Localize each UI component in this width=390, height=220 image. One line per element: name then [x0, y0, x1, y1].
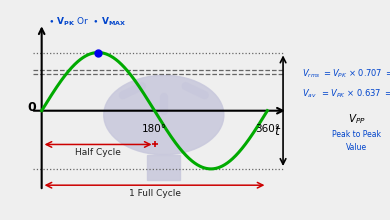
Text: 360°: 360°	[255, 123, 280, 134]
Text: Peak to Peak: Peak to Peak	[332, 130, 381, 139]
Text: 180°: 180°	[142, 123, 167, 134]
Text: t: t	[275, 125, 279, 138]
Text: $V_{rms}$ $= V_{PK}$ $\times$ $0.707$ $=$ $\bf{RMS\ Value}$: $V_{rms}$ $= V_{PK}$ $\times$ $0.707$ $=…	[302, 68, 390, 80]
Text: Half Cycle: Half Cycle	[75, 148, 121, 157]
Text: 1 Full Cycle: 1 Full Cycle	[129, 189, 181, 198]
FancyBboxPatch shape	[147, 155, 180, 180]
Text: $V_{PP}$: $V_{PP}$	[348, 112, 366, 126]
Text: $V_{av}$  $= V_{PK}$ $\times$ $0.637$ $=$ $\bf{Average\ Value}$: $V_{av}$ $= V_{PK}$ $\times$ $0.637$ $=$…	[302, 87, 390, 100]
Text: Value: Value	[346, 143, 367, 152]
Text: $\bullet$ $\mathbf{V_{PK}}$ Or  $\bullet$ $\mathbf{V_{MAX}}$: $\bullet$ $\mathbf{V_{PK}}$ Or $\bullet$…	[48, 15, 126, 28]
Circle shape	[104, 75, 224, 155]
Text: 0: 0	[27, 101, 36, 114]
